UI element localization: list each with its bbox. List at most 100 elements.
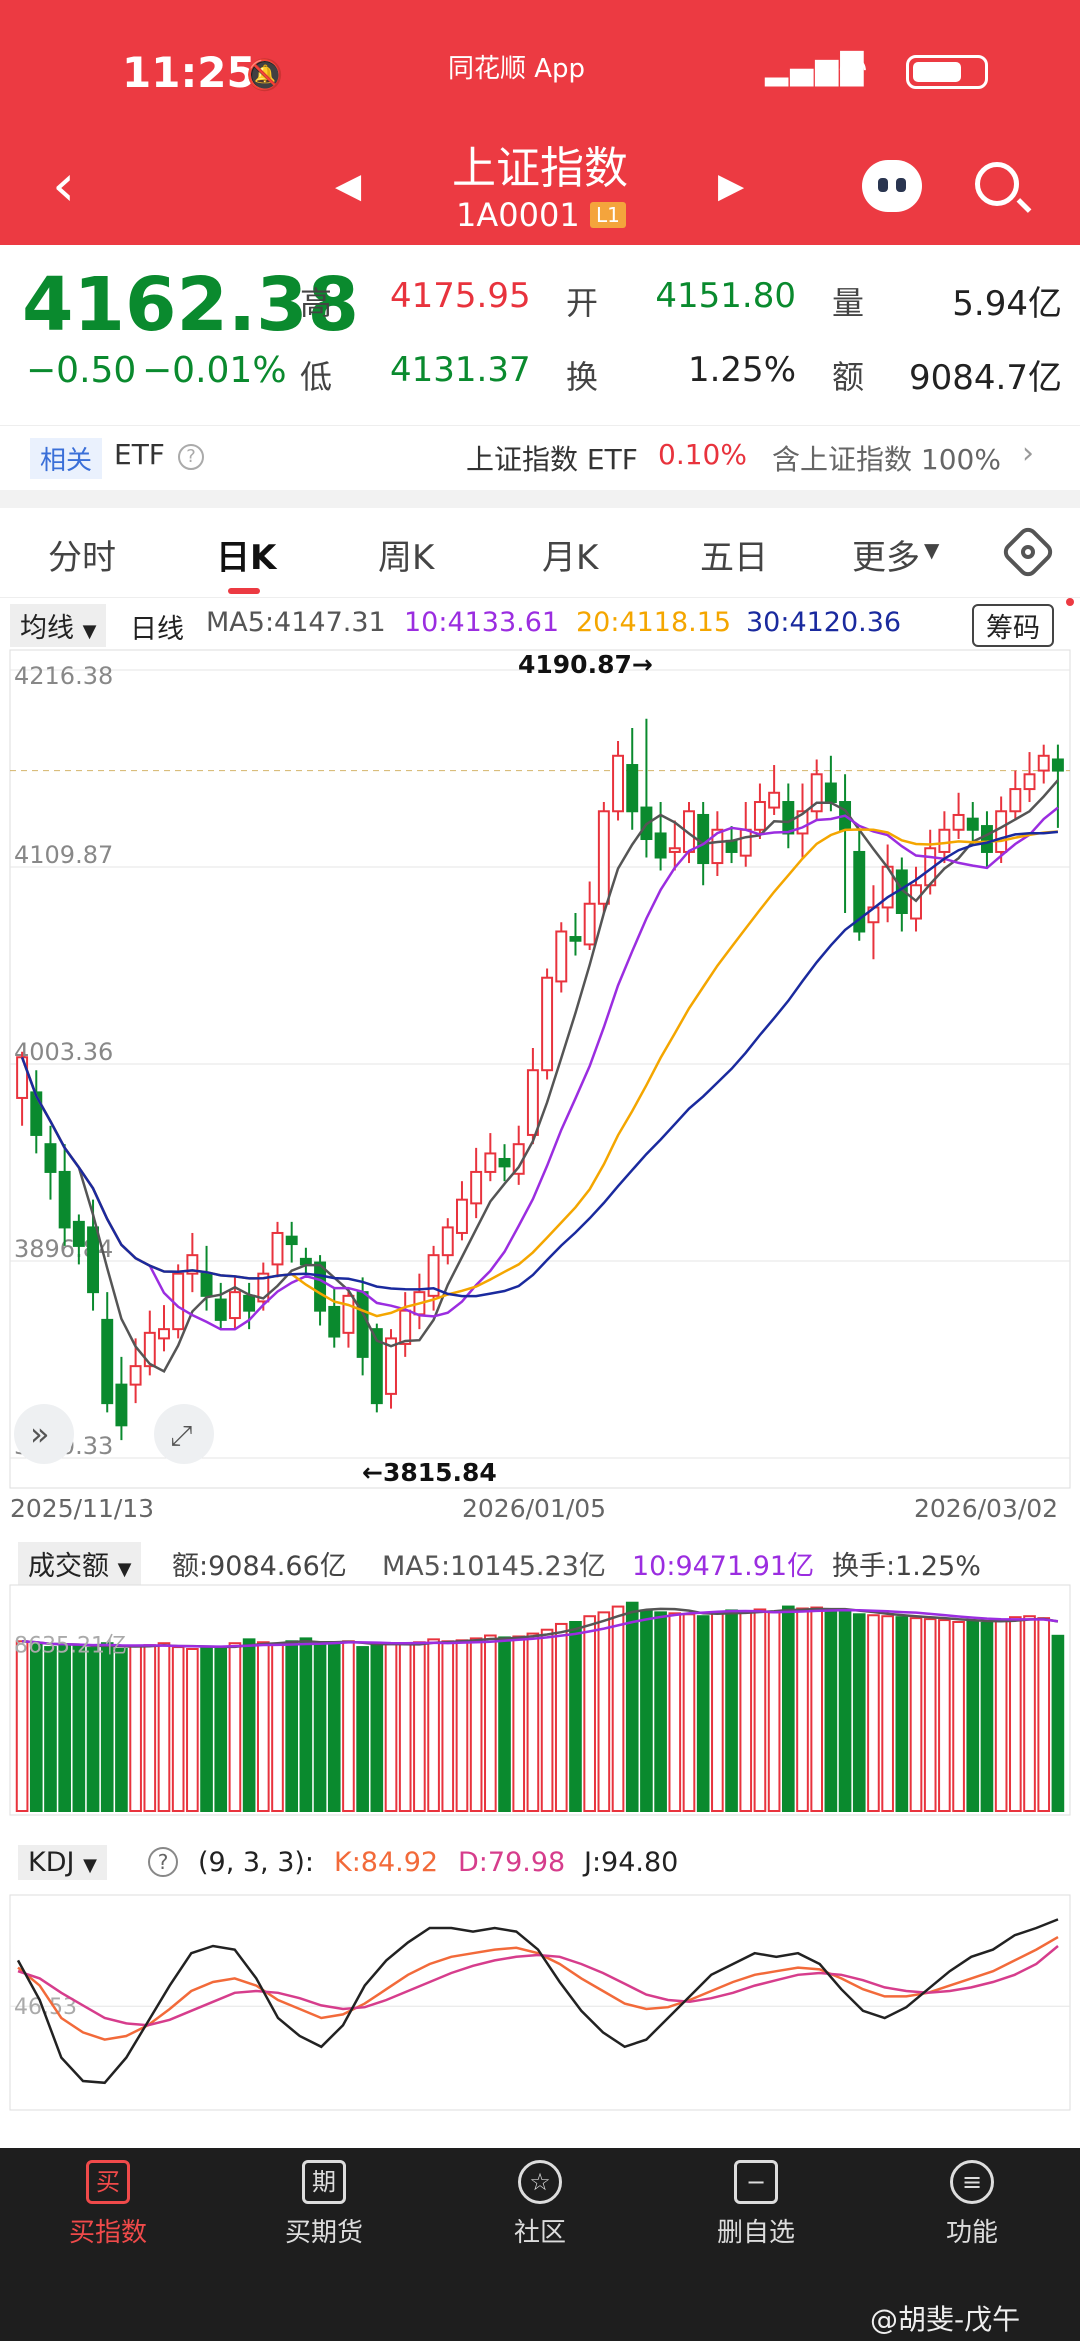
back-arrow-icon[interactable]: ‹ xyxy=(52,151,76,219)
low-label: 低 xyxy=(300,358,333,396)
volume-bar xyxy=(86,1647,100,1812)
volume-bar xyxy=(256,1641,270,1812)
caret-down-icon: ▼ xyxy=(117,1559,132,1580)
kdj-params: (9, 3, 3): xyxy=(198,1847,315,1878)
candle-body xyxy=(853,850,866,933)
y-tick-label: 4003.36 xyxy=(14,1038,113,1066)
search-icon[interactable] xyxy=(975,162,1032,213)
volume-bar xyxy=(398,1642,412,1813)
etf-bar[interactable] xyxy=(0,425,1080,485)
candle-body xyxy=(697,813,710,865)
volume-bar xyxy=(299,1637,313,1813)
candle-body xyxy=(541,976,554,1072)
kdj-chart[interactable]: 46.53 xyxy=(0,1890,1080,2115)
volume-bar xyxy=(228,1642,242,1813)
nav-buy-index[interactable]: 买买指数 xyxy=(0,2160,216,2249)
candle-body xyxy=(30,1091,43,1136)
battery-icon xyxy=(906,55,988,89)
volume-amount: 额:9084.66亿 xyxy=(172,1551,347,1582)
candle-body xyxy=(1023,773,1036,791)
prev-stock-icon[interactable]: ◀ xyxy=(335,166,362,206)
candle-body xyxy=(143,1331,156,1368)
candle-body xyxy=(427,1254,440,1297)
volume-bar xyxy=(711,1611,724,1812)
robot-assistant-icon[interactable] xyxy=(862,160,922,212)
candle-body xyxy=(101,1318,114,1405)
tab-monthly-k[interactable]: 月K xyxy=(542,538,599,578)
price-change: −0.50 xyxy=(26,350,137,391)
candle-body xyxy=(626,764,639,813)
period-tabs xyxy=(0,508,1080,598)
volume-bar xyxy=(313,1644,327,1813)
nav-buy-futures[interactable]: 期买期货 xyxy=(216,2160,432,2249)
tab-five-day[interactable]: 五日 xyxy=(700,538,768,578)
kdj-j-line xyxy=(16,1918,1059,2085)
chip-distribution-button[interactable]: 筹码 xyxy=(972,604,1054,647)
candle-body xyxy=(87,1226,100,1294)
volume-bar xyxy=(867,1614,880,1812)
volume-bar xyxy=(29,1642,43,1813)
volume-bar xyxy=(739,1610,753,1813)
tab-more[interactable]: 更多 xyxy=(852,538,920,578)
help-icon[interactable]: ? xyxy=(148,1847,178,1877)
candle-body xyxy=(753,801,766,831)
volume-bar xyxy=(498,1636,511,1812)
volume-bar xyxy=(484,1634,497,1812)
candle-body xyxy=(455,1198,468,1234)
volume-bar xyxy=(796,1607,809,1812)
candle-body xyxy=(980,825,993,853)
nav-label: 买指数 xyxy=(68,2218,147,2248)
nav-community[interactable]: ☆ 社区 xyxy=(432,2160,648,2249)
next-stock-icon[interactable]: ▶ xyxy=(718,166,745,206)
nav-remove-watchlist[interactable]: − 删自选 xyxy=(648,2160,864,2249)
status-time: 11:25 xyxy=(122,48,256,97)
volume-bar xyxy=(115,1648,128,1812)
tab-weekly-k[interactable]: 周K xyxy=(378,538,435,578)
tab-intraday[interactable]: 分时 xyxy=(48,538,116,578)
candle-body xyxy=(370,1328,383,1405)
ma-select[interactable]: 均线 ▼ xyxy=(10,604,107,647)
active-tab-indicator xyxy=(228,588,260,594)
volume-turnover: 换手:1.25% xyxy=(832,1551,981,1582)
volume-ma5: MA5:10145.23亿 xyxy=(382,1551,606,1582)
caret-down-icon: ▼ xyxy=(83,1855,97,1876)
candle-body xyxy=(399,1309,412,1345)
kdj-select[interactable]: KDJ ▼ xyxy=(18,1845,107,1880)
candle-body xyxy=(58,1170,71,1229)
candle-body xyxy=(115,1383,128,1427)
turnover-value: 1.25% xyxy=(687,350,796,390)
candle-body xyxy=(824,782,837,804)
volume-bar xyxy=(895,1616,909,1812)
volume-select[interactable]: 成交额 ▼ xyxy=(18,1542,142,1585)
candle-body xyxy=(739,828,752,857)
period-label: 日线 xyxy=(130,614,184,645)
etf-include: 含上证指数 100% xyxy=(772,443,1001,476)
volume-label: 量 xyxy=(832,284,865,322)
volume-bar xyxy=(966,1620,980,1812)
candle-body xyxy=(668,847,681,853)
help-icon[interactable]: ? xyxy=(178,444,204,470)
chevron-right-icon: › xyxy=(1022,436,1034,471)
volume-bar xyxy=(384,1643,398,1812)
candle-body xyxy=(1009,788,1022,813)
expand-button xyxy=(14,1404,74,1464)
y-tick-label: 8635.21亿 xyxy=(14,1633,127,1658)
volume-bar xyxy=(370,1644,384,1813)
volume-bar xyxy=(1037,1617,1051,1813)
tab-daily-k[interactable]: 日K xyxy=(216,538,277,578)
volume-chart[interactable]: 8635.21亿 xyxy=(0,1580,1080,1825)
header-bar: 11:25 🔕 同花顺 App ▂▄▆█ ◠ ‹ ◀ 上证指数 1A0001 L… xyxy=(0,0,1080,245)
volume-bar xyxy=(15,1640,29,1812)
volume-bar xyxy=(455,1639,469,1813)
nav-label: 买期货 xyxy=(284,2218,363,2248)
chart-frame xyxy=(9,1894,1071,2111)
nav-functions[interactable]: ≡ 功能 xyxy=(864,2160,1080,2249)
kdj-d-line xyxy=(17,1945,1059,2027)
candle-body xyxy=(214,1298,227,1321)
volume-bar xyxy=(852,1613,866,1812)
candle-body xyxy=(228,1291,241,1320)
kline-chart[interactable]: 4216.384109.874003.363896.843790.334190.… xyxy=(0,645,1080,1525)
volume-value: 5.94亿 xyxy=(952,284,1062,324)
buy-icon: 买 xyxy=(86,2160,130,2204)
volume-bar xyxy=(526,1632,540,1813)
